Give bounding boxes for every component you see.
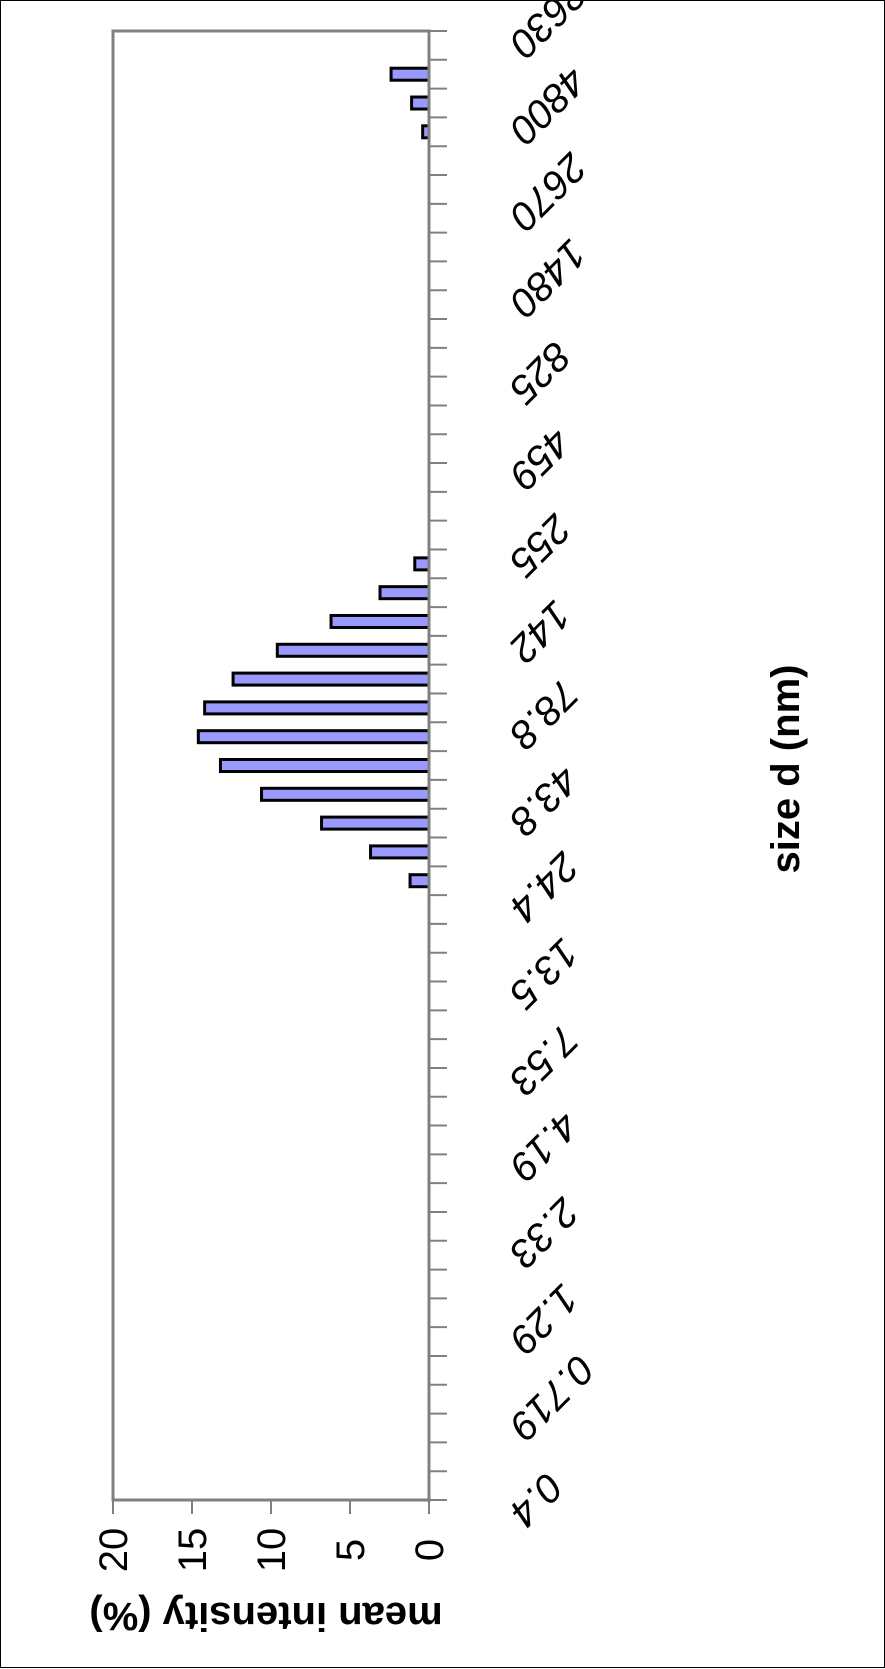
- bar: [378, 585, 431, 601]
- bar: [369, 844, 431, 860]
- x-tick-label: 1480: [501, 231, 595, 325]
- bar: [203, 700, 431, 716]
- x-tick-label: 2.33: [501, 1189, 588, 1276]
- y-axis-title: mean intensity (%): [89, 1594, 442, 1638]
- bar: [275, 642, 431, 658]
- bar: [389, 66, 431, 82]
- x-tick-label: 825: [500, 333, 579, 412]
- bar: [260, 786, 431, 802]
- bar: [413, 556, 431, 572]
- x-tick-label: 4800: [501, 58, 595, 152]
- x-tick-label: 24.4: [501, 843, 588, 930]
- x-tick-label: 142: [501, 592, 579, 670]
- x-tick-label: 43.8: [500, 757, 587, 844]
- x-tick-label: 8630: [501, 1, 595, 66]
- x-tick-label: 4.19: [501, 1103, 587, 1189]
- y-tick-label: 15: [171, 1528, 215, 1573]
- bar: [408, 873, 431, 889]
- x-tick-label: 255: [500, 505, 580, 585]
- y-tick-label: 0: [408, 1539, 452, 1561]
- x-tick-label: 459: [501, 419, 579, 497]
- y-tick-label: 20: [92, 1528, 136, 1573]
- x-tick-label: 7.53: [501, 1017, 587, 1103]
- x-tick-label: 0.4: [501, 1464, 571, 1534]
- bar: [231, 671, 431, 687]
- x-axis-title: size d (nm): [764, 665, 808, 874]
- bar: [218, 758, 431, 773]
- x-tick-label: 2670: [501, 144, 596, 239]
- bar: [320, 815, 431, 831]
- x-tick-label: 0.719: [501, 1346, 603, 1448]
- bar: [196, 729, 431, 745]
- x-tick-label: 78.8: [500, 671, 587, 758]
- x-tick-label: 13.5: [500, 930, 587, 1017]
- bar: [410, 95, 431, 111]
- y-tick-label: 10: [250, 1528, 294, 1573]
- y-tick-label: 5: [329, 1539, 373, 1561]
- bar: [329, 613, 431, 629]
